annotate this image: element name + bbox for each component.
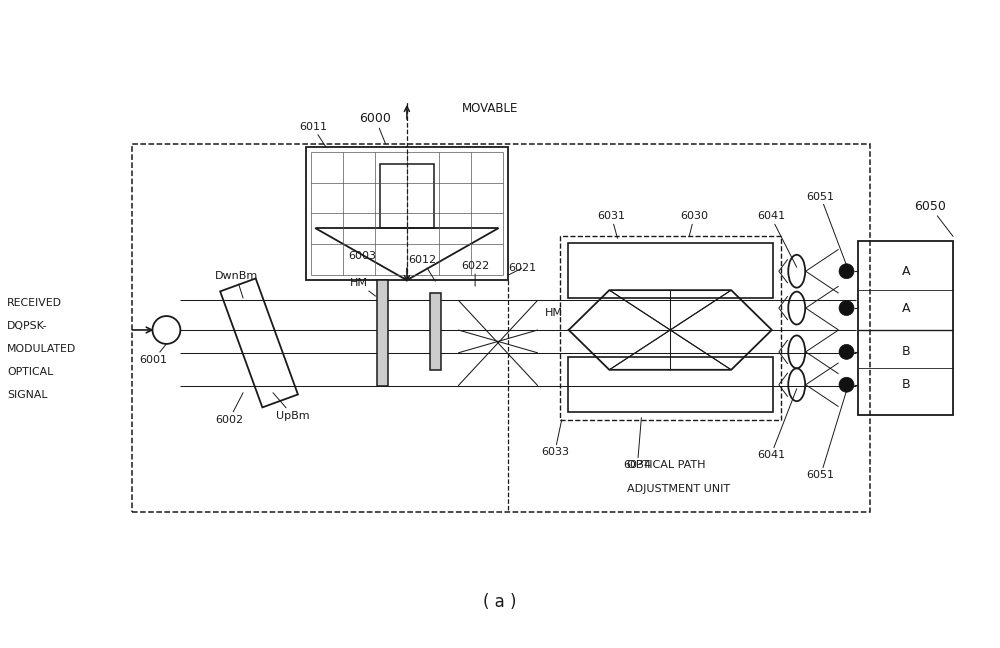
Text: MOVABLE: MOVABLE	[462, 102, 518, 115]
Text: A: A	[902, 265, 910, 278]
Bar	[377, 280, 388, 386]
Text: 6041: 6041	[757, 389, 797, 461]
Text: 6051: 6051	[807, 391, 847, 480]
Text: 6041: 6041	[757, 211, 797, 267]
Text: 6012: 6012	[408, 255, 436, 281]
Circle shape	[839, 345, 854, 360]
Text: OPTICAL PATH: OPTICAL PATH	[627, 460, 706, 470]
Text: A: A	[902, 301, 910, 314]
Text: 6011: 6011	[299, 122, 327, 146]
Text: HM: HM	[350, 278, 376, 296]
Text: 6034: 6034	[623, 417, 651, 470]
Text: OPTICAL: OPTICAL	[7, 367, 53, 376]
Text: 6051: 6051	[807, 192, 847, 265]
Bar	[430, 293, 441, 370]
Text: DQPSK-: DQPSK-	[7, 321, 48, 331]
Text: 6050: 6050	[914, 200, 953, 237]
Text: HM: HM	[545, 308, 563, 318]
Text: 6002: 6002	[215, 393, 243, 424]
Text: 6000: 6000	[360, 112, 391, 144]
Circle shape	[839, 301, 854, 316]
Text: 6031: 6031	[598, 211, 626, 238]
Text: 6033: 6033	[541, 420, 569, 457]
Circle shape	[839, 264, 854, 279]
Bar	[132, 144, 870, 512]
Text: 6021: 6021	[508, 263, 536, 275]
Text: B: B	[901, 378, 910, 391]
Text: B: B	[901, 345, 910, 358]
Bar	[560, 237, 781, 420]
Bar	[306, 146, 508, 280]
Circle shape	[839, 377, 854, 392]
Text: 6030: 6030	[680, 211, 708, 237]
Text: 6001: 6001	[139, 344, 167, 365]
Text: MODULATED: MODULATED	[7, 344, 76, 354]
Text: DwnBm: DwnBm	[215, 272, 258, 298]
Bar	[568, 357, 773, 411]
Bar	[380, 164, 434, 228]
Text: ADJUSTMENT UNIT: ADJUSTMENT UNIT	[627, 484, 731, 494]
Text: SIGNAL: SIGNAL	[7, 389, 48, 400]
Bar	[568, 244, 773, 298]
Text: 6003: 6003	[349, 251, 383, 266]
Text: 6022: 6022	[461, 261, 489, 286]
Bar	[858, 241, 953, 415]
Text: UpBm: UpBm	[273, 393, 310, 421]
Text: ( a ): ( a )	[483, 593, 517, 611]
Text: RECEIVED: RECEIVED	[7, 298, 62, 308]
